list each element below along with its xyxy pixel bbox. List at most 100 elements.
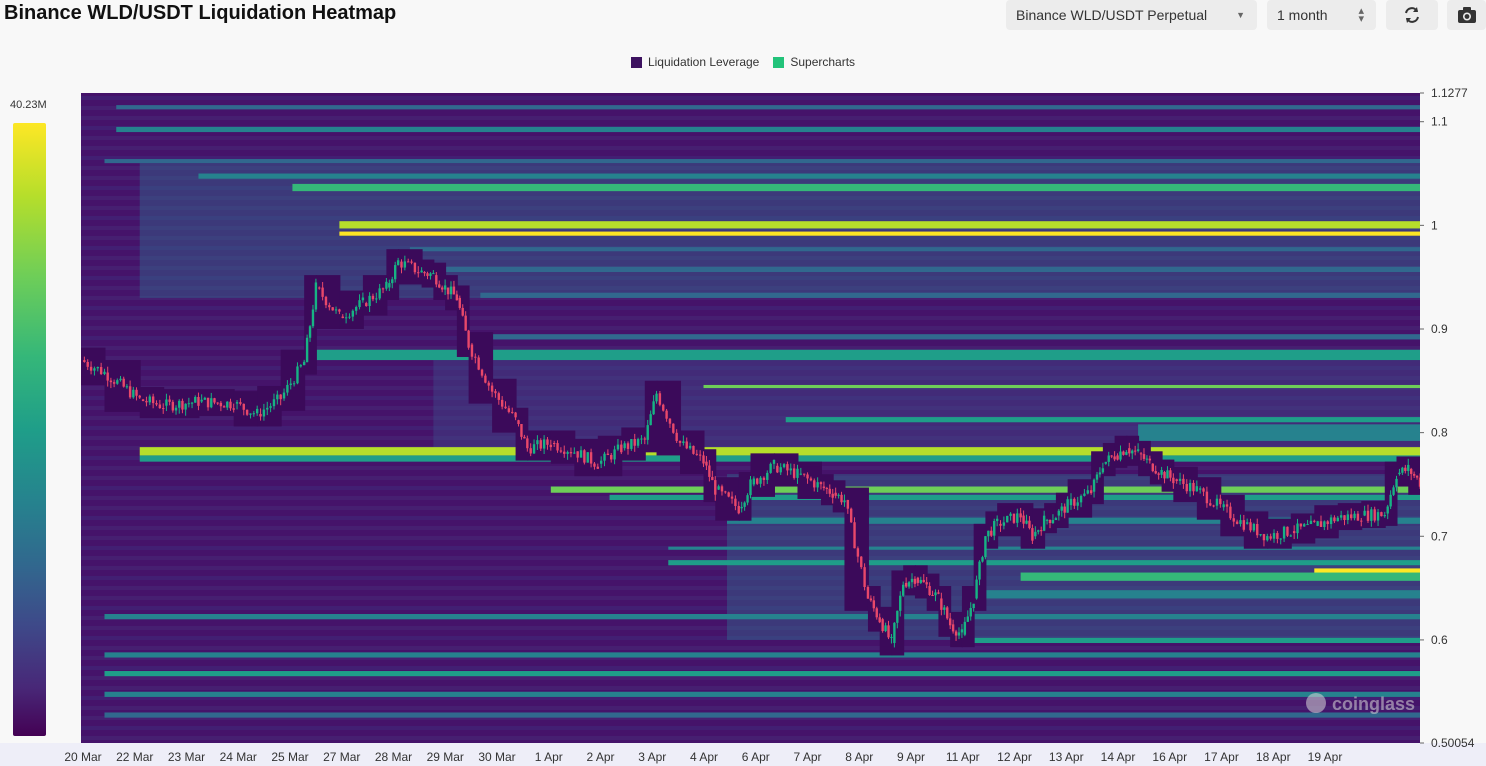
- candle-body: [216, 402, 219, 404]
- candle-body: [1182, 478, 1185, 484]
- heatmap-band: [785, 417, 1420, 423]
- candle-body: [1202, 488, 1205, 492]
- candle-body: [1356, 513, 1360, 521]
- candle-body: [458, 297, 461, 308]
- candle-body: [99, 367, 103, 375]
- refresh-button[interactable]: [1386, 0, 1438, 30]
- x-tick-label: 29 Mar: [427, 750, 464, 764]
- candle-body: [334, 309, 338, 311]
- legend-item-supercharts[interactable]: Supercharts: [773, 55, 855, 69]
- candle-body: [916, 577, 920, 583]
- candle-body: [1376, 512, 1380, 521]
- candle-body: [500, 399, 504, 407]
- candle-body: [1209, 503, 1212, 506]
- candle-body: [162, 408, 165, 410]
- candle-body: [507, 408, 511, 412]
- candle-body: [919, 579, 923, 583]
- candle-body: [474, 356, 477, 358]
- heatmap-band: [104, 159, 1420, 164]
- x-tick-label: 20 Mar: [64, 750, 101, 764]
- candle-body: [1239, 520, 1242, 524]
- candle-body: [190, 402, 194, 404]
- candle-body: [494, 391, 497, 394]
- candle-body: [640, 438, 643, 440]
- heatmap-texture-row: [81, 686, 1420, 690]
- legend-item-liquidation-leverage[interactable]: Liquidation Leverage: [630, 55, 760, 69]
- heatmap-texture-row: [81, 96, 1420, 100]
- candle-body: [813, 480, 816, 488]
- candle-body: [1407, 464, 1410, 471]
- candle-body: [426, 273, 429, 276]
- candle-body: [1309, 520, 1313, 525]
- candle-body: [685, 441, 688, 449]
- candle-body: [951, 624, 955, 632]
- x-tick-label: 3 Apr: [638, 750, 666, 764]
- candle-body: [901, 584, 905, 596]
- x-tick-label: 8 Apr: [845, 750, 873, 764]
- candle-body: [943, 607, 946, 610]
- pair-select[interactable]: Binance WLD/USDT Perpetual ▼: [1006, 0, 1257, 30]
- candle-body: [93, 368, 96, 371]
- candle-body: [658, 393, 662, 405]
- cleared-zone: [738, 472, 752, 521]
- candle-body: [480, 369, 484, 376]
- screenshot-button[interactable]: [1447, 0, 1486, 30]
- candle-body: [806, 474, 809, 479]
- candle-body: [1343, 515, 1346, 520]
- candle-body: [1235, 521, 1239, 524]
- candle-body: [662, 404, 665, 411]
- candle-body: [990, 530, 993, 536]
- candle-body: [963, 621, 967, 635]
- candle-body: [599, 460, 603, 464]
- candle-body: [1178, 478, 1182, 481]
- candle-body: [1313, 520, 1316, 522]
- candle-body: [511, 411, 514, 413]
- cleared-zone: [750, 453, 775, 497]
- cleared-zone: [1044, 503, 1057, 534]
- candle-body: [1418, 477, 1420, 487]
- heatmap-texture-row: [81, 206, 1420, 210]
- candle-body: [546, 439, 549, 445]
- candle-body: [1412, 473, 1416, 476]
- candle-body: [1098, 472, 1102, 475]
- heatmap-band: [961, 590, 1420, 599]
- candle-body: [856, 548, 860, 557]
- candle-body: [455, 294, 459, 301]
- candle-body: [1339, 515, 1343, 518]
- colorbar: [13, 123, 46, 736]
- candle-body: [1256, 523, 1259, 536]
- candle-body: [1380, 512, 1383, 517]
- candle-body: [348, 316, 351, 318]
- heatmap-band: [339, 221, 1420, 229]
- candle-body: [853, 522, 856, 549]
- candle-body: [1083, 493, 1086, 496]
- candle-body: [504, 406, 507, 409]
- candle-body: [975, 579, 978, 599]
- heatmap-band: [409, 247, 1420, 252]
- candle-body: [420, 270, 423, 273]
- candle-body: [834, 492, 837, 496]
- candle-body: [112, 382, 116, 384]
- candle-body: [596, 466, 600, 469]
- candle-body: [705, 461, 708, 466]
- candle-body: [1095, 474, 1099, 480]
- x-tick-label: 19 Apr: [1308, 750, 1343, 764]
- candle-body: [432, 273, 435, 275]
- heatmap-texture-row: [81, 536, 1420, 540]
- candle-body: [636, 439, 640, 446]
- candle-body: [532, 444, 536, 454]
- legend-label: Liquidation Leverage: [647, 55, 760, 69]
- colorbar-max-label: 40.23M: [10, 99, 47, 111]
- heatmap-texture-row: [81, 566, 1420, 570]
- candle-body: [1142, 454, 1146, 459]
- candle-body: [1323, 521, 1326, 527]
- candle-body: [178, 400, 181, 408]
- candle-body: [219, 402, 223, 407]
- range-select[interactable]: 1 month ▴ ▾: [1267, 0, 1376, 30]
- candle-body: [890, 636, 893, 638]
- heatmap-texture-row: [81, 366, 1420, 370]
- candle-body: [978, 561, 981, 580]
- candle-body: [197, 396, 200, 406]
- updown-icon: ▴ ▾: [1358, 5, 1364, 25]
